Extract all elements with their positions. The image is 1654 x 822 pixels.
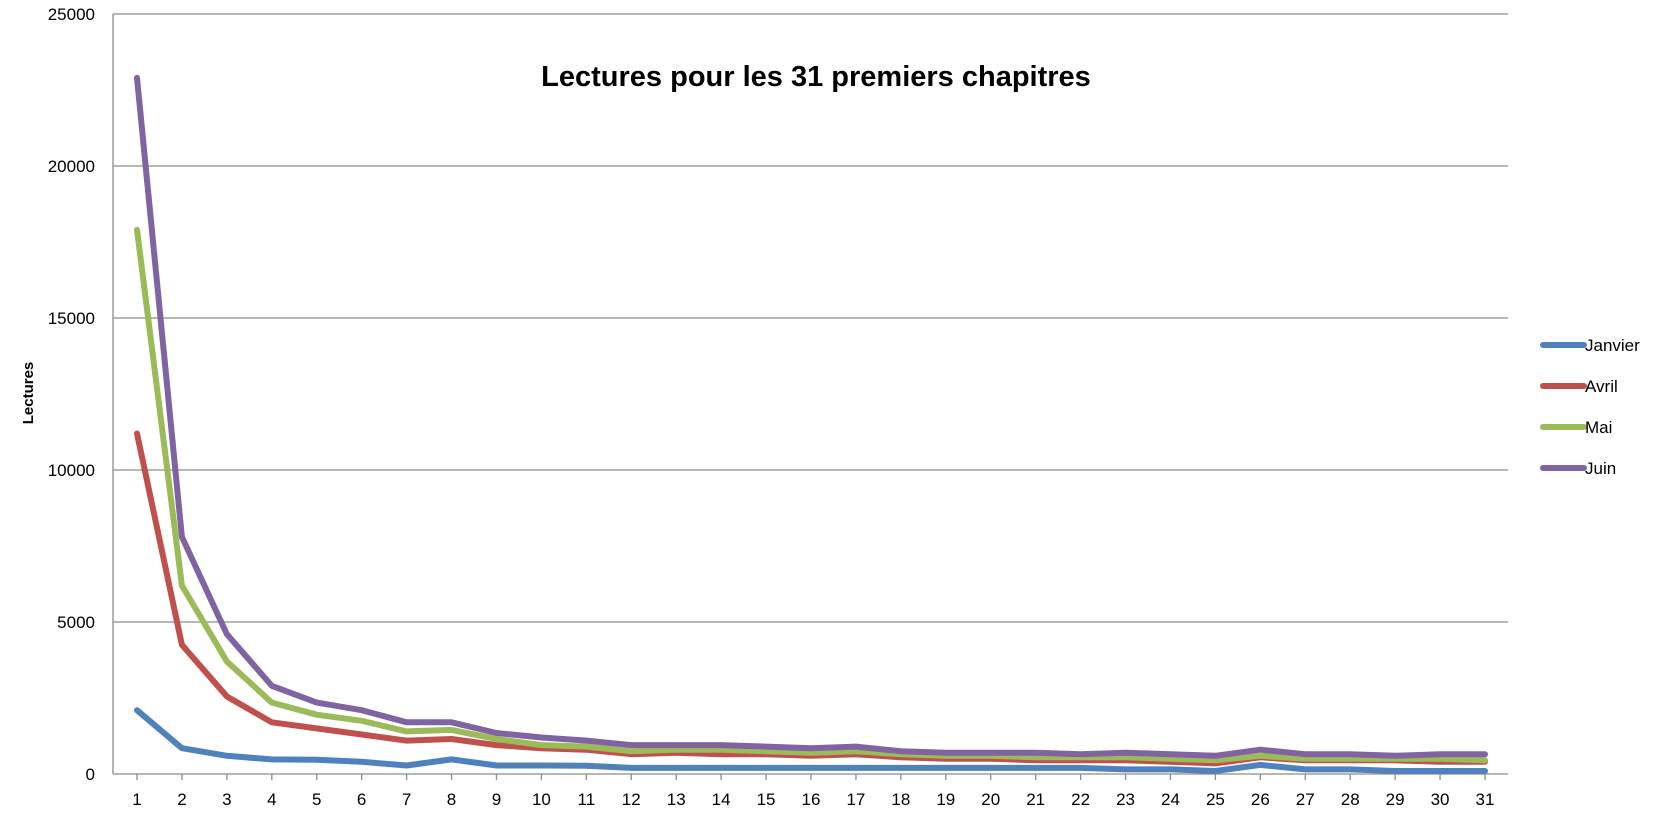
x-tick-label: 11 [578, 790, 596, 809]
x-tick-label: 18 [891, 790, 910, 809]
x-tick-label: 13 [667, 790, 686, 809]
x-tick-label: 4 [267, 790, 276, 809]
x-tick-label: 20 [981, 790, 1000, 809]
x-tick-label: 3 [222, 790, 231, 809]
x-tick-label: 5 [312, 790, 321, 809]
y-tick-label: 15000 [48, 309, 95, 328]
y-tick-label: 25000 [48, 5, 95, 24]
x-tick-label: 31 [1476, 790, 1495, 809]
y-axis-ticks: 0 5000 10000 15000 20000 25000 [48, 5, 95, 784]
y-tick-label: 5000 [57, 613, 95, 632]
x-tick-label: 29 [1386, 790, 1405, 809]
x-axis-ticks: 1 2 3 4 5 6 7 8 9 10 11 12 13 14 15 16 17 18 19 20 21 22 23 24 2… [132, 774, 1494, 809]
x-tick-label: 25 [1206, 790, 1225, 809]
x-tick-label: 19 [936, 790, 955, 809]
x-tick-label: 21 [1026, 790, 1045, 809]
gridlines [112, 13, 1508, 775]
x-tick-label: 16 [802, 790, 821, 809]
x-tick-label: 15 [757, 790, 776, 809]
x-tick-label: 30 [1431, 790, 1450, 809]
y-tick-label: 0 [86, 765, 95, 784]
x-tick-label: 27 [1296, 790, 1315, 809]
y-axis-label: Lectures [20, 362, 37, 425]
legend-label: Juin [1585, 459, 1616, 478]
series-line-mai [134, 226, 1488, 764]
legend: Janvier Avril Mai Juin [1540, 336, 1640, 478]
series-line-juin [134, 74, 1488, 759]
x-tick-label: 12 [622, 790, 641, 809]
x-tick-label: 6 [357, 790, 366, 809]
x-tick-label: 2 [177, 790, 186, 809]
x-tick-label: 22 [1071, 790, 1090, 809]
chart-title: Lectures pour les 31 premiers chapitres [541, 61, 1091, 93]
x-tick-label: 24 [1161, 790, 1180, 809]
x-tick-label: 23 [1116, 790, 1135, 809]
x-tick-label: 26 [1251, 790, 1270, 809]
series-line-avril [134, 430, 1488, 767]
x-tick-label: 8 [447, 790, 456, 809]
legend-label: Avril [1585, 377, 1618, 396]
legend-label: Janvier [1585, 336, 1640, 355]
x-tick-label: 14 [712, 790, 731, 809]
series-line-janvier [134, 707, 1488, 774]
x-tick-label: 28 [1341, 790, 1360, 809]
series-lines [134, 74, 1488, 774]
x-tick-label: 1 [132, 790, 141, 809]
legend-label: Mai [1585, 418, 1612, 437]
x-tick-label: 9 [492, 790, 501, 809]
x-tick-label: 7 [402, 790, 411, 809]
x-tick-label: 10 [532, 790, 551, 809]
y-tick-label: 10000 [48, 461, 95, 480]
x-tick-label: 17 [846, 790, 865, 809]
y-tick-label: 20000 [48, 157, 95, 176]
